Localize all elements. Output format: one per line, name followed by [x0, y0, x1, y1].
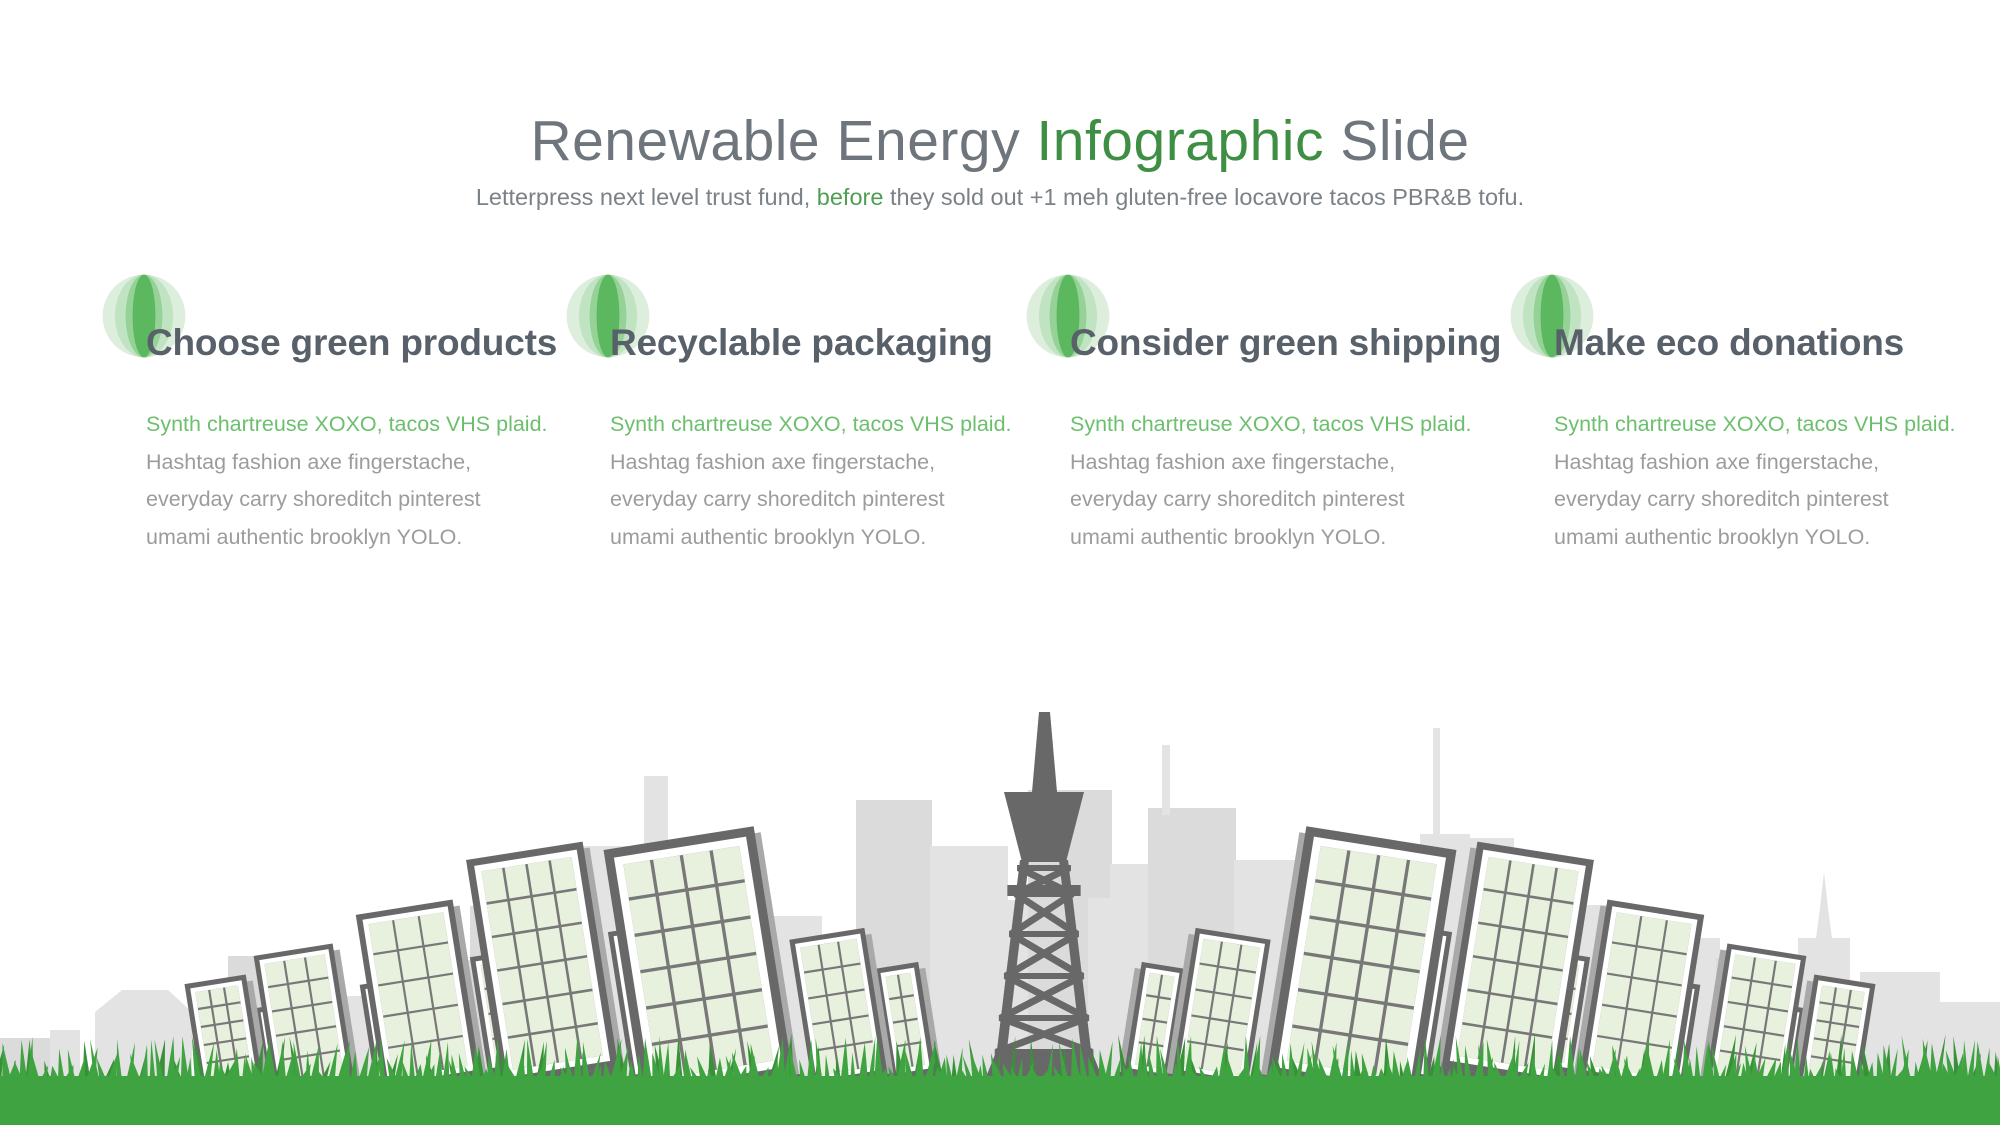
- subtitle: Letterpress next level trust fund, befor…: [0, 184, 2000, 211]
- body-lead-line: Synth chartreuse XOXO, tacos VHS plaid.: [1070, 412, 1472, 436]
- column-consider-green-shipping: Consider green shipping Synth chartreuse…: [1026, 274, 1502, 556]
- body-line: umami authentic brooklyn YOLO.: [1554, 524, 1871, 549]
- title-highlight: Infographic: [1036, 109, 1324, 174]
- page-title: Renewable Energy Infographic Slide: [0, 108, 2000, 174]
- subtitle-part2: they sold out +1 meh gluten-free locavor…: [889, 183, 1525, 210]
- sphere-icon: [1510, 274, 1594, 358]
- body-line: everyday carry shoreditch pinterest: [610, 487, 945, 511]
- title-part2: Slide: [1340, 109, 1470, 174]
- sphere-icon: [566, 274, 650, 358]
- column-recyclable-packaging: Recyclable packaging Synth chartreuse XO…: [566, 274, 1030, 556]
- body-lead-line: Synth chartreuse XOXO, tacos VHS plaid.: [1554, 412, 1956, 436]
- column-heading: Make eco donations: [1554, 322, 1905, 363]
- body-line: Hashtag fashion axe fingerstache,: [1554, 449, 1880, 474]
- grass: [0, 1032, 2000, 1125]
- column-make-eco-donations: Make eco donations Synth chartreuse XOXO…: [1510, 274, 1974, 556]
- column-heading: Recyclable packaging: [610, 322, 993, 363]
- column-choose-green-products: Choose green products Synth chartreuse X…: [102, 274, 566, 556]
- column-heading: Consider green shipping: [1070, 322, 1502, 363]
- body-line: everyday carry shoreditch pinterest: [146, 487, 481, 511]
- column-body: Synth chartreuse XOXO, tacos VHS plaid. …: [1070, 406, 1490, 556]
- body-line: Hashtag fashion axe fingerstache,: [610, 449, 936, 474]
- column-body: Synth chartreuse XOXO, tacos VHS plaid. …: [610, 406, 1030, 556]
- body-lead-line: Synth chartreuse XOXO, tacos VHS plaid.: [610, 412, 1012, 436]
- body-lead-line: Synth chartreuse XOXO, tacos VHS plaid.: [146, 412, 548, 436]
- column-body: Synth chartreuse XOXO, tacos VHS plaid. …: [1554, 406, 1974, 556]
- sphere-icon: [1026, 274, 1110, 358]
- body-line: Hashtag fashion axe fingerstache,: [146, 449, 472, 474]
- body-line: umami authentic brooklyn YOLO.: [610, 524, 927, 549]
- subtitle-highlight: before: [816, 183, 884, 210]
- subtitle-part1: Letterpress next level trust fund,: [475, 183, 811, 210]
- title-part1: Renewable Energy: [530, 109, 1021, 174]
- body-line: Hashtag fashion axe fingerstache,: [1070, 449, 1396, 474]
- body-line: umami authentic brooklyn YOLO.: [146, 524, 463, 549]
- body-line: everyday carry shoreditch pinterest: [1070, 487, 1405, 511]
- sphere-icon: [102, 274, 186, 358]
- column-heading: Choose green products: [146, 322, 558, 363]
- column-body: Synth chartreuse XOXO, tacos VHS plaid. …: [146, 406, 566, 556]
- body-line: umami authentic brooklyn YOLO.: [1070, 524, 1387, 549]
- body-line: everyday carry shoreditch pinterest: [1554, 487, 1889, 511]
